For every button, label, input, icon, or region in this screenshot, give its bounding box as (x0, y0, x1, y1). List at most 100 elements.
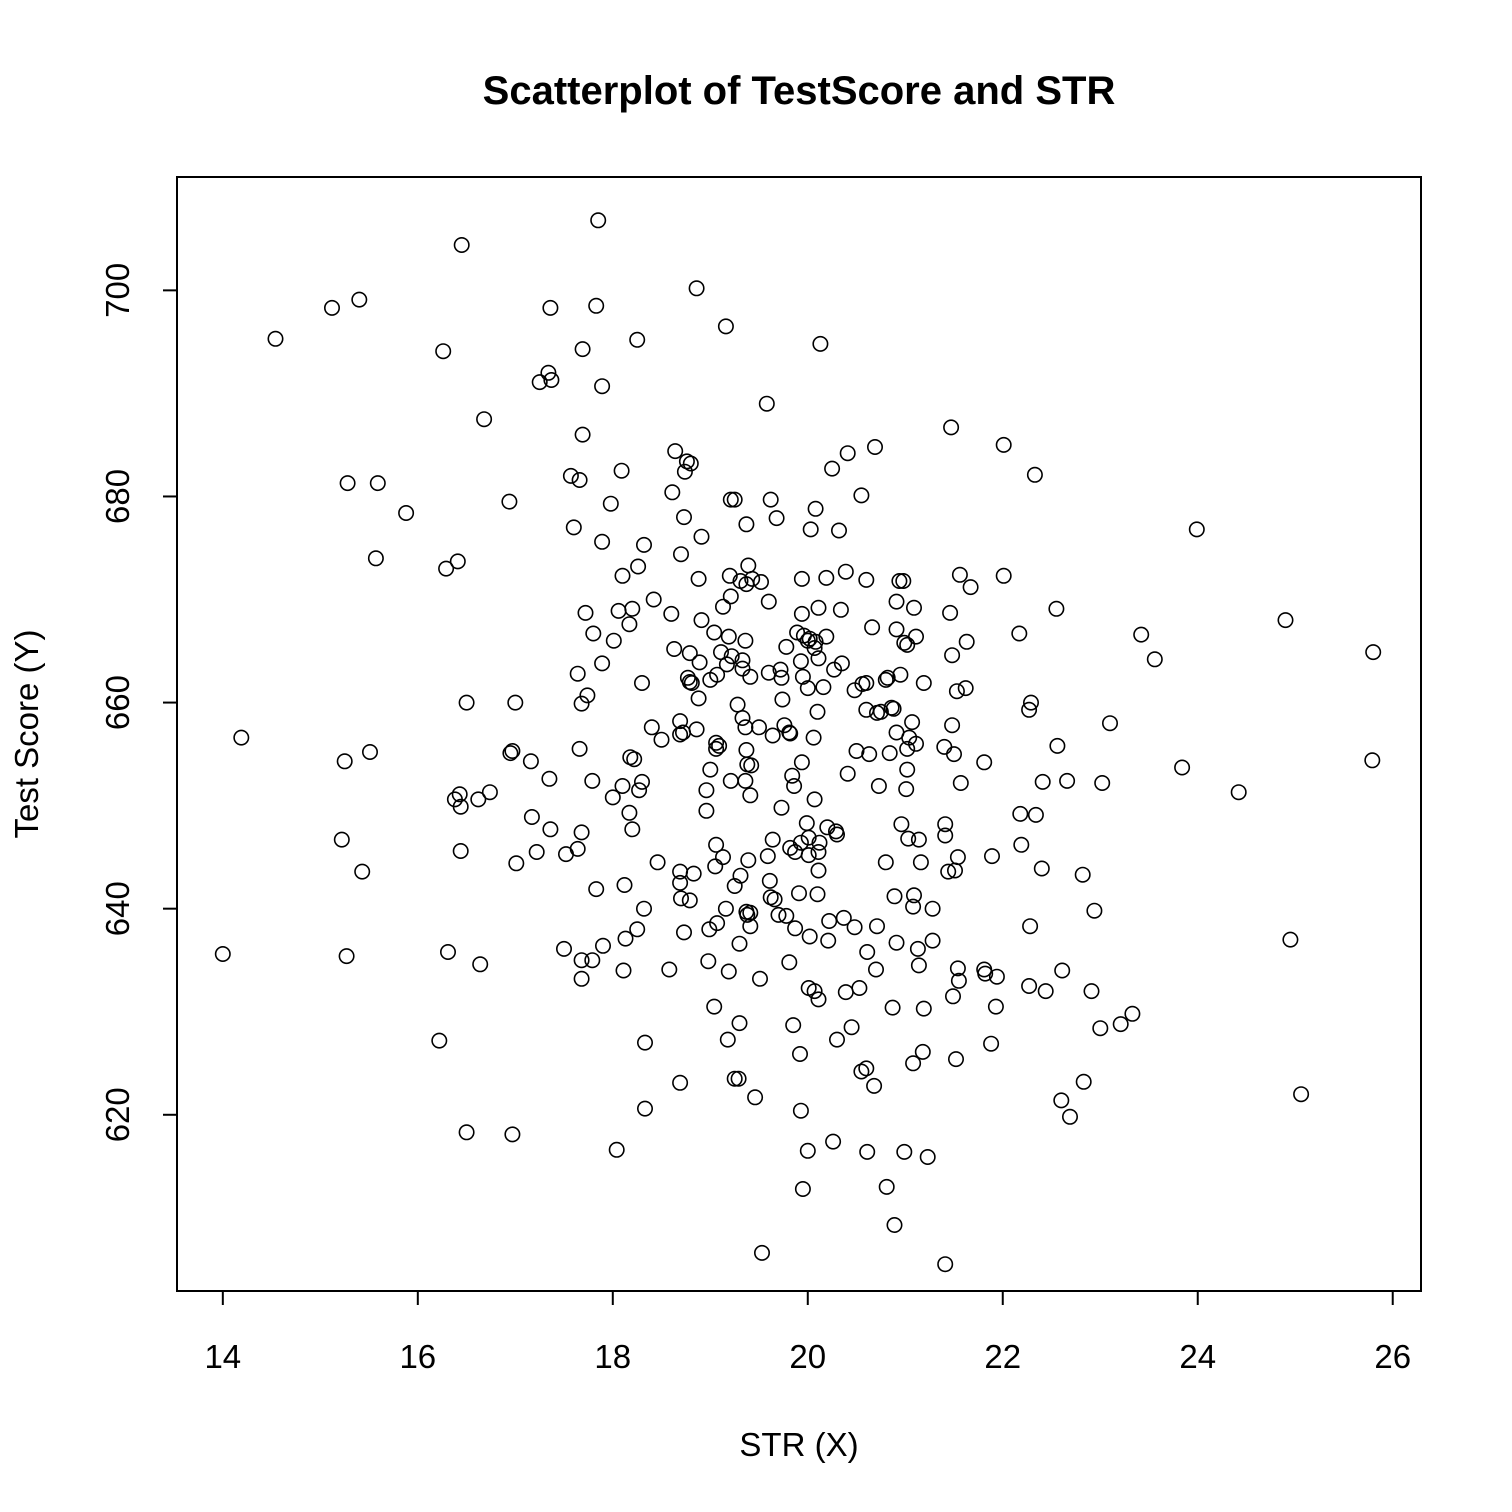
data-point (452, 842, 469, 859)
data-point (896, 634, 913, 651)
data-point (714, 849, 731, 866)
data-point (947, 1051, 964, 1068)
x-tick-label: 26 (1374, 1338, 1411, 1375)
data-point (878, 1178, 895, 1195)
data-point (899, 740, 916, 757)
data-point (909, 940, 926, 957)
data-point (1094, 774, 1111, 791)
data-point (1021, 977, 1038, 994)
data-point (950, 972, 967, 989)
data-point (1293, 1086, 1310, 1103)
data-point (758, 395, 775, 412)
data-point (848, 742, 865, 759)
data-point (584, 952, 601, 969)
data-point (915, 1000, 932, 1017)
data-point (726, 491, 743, 508)
x-tick-label: 22 (984, 1338, 1021, 1375)
chart-title: Scatterplot of TestScore and STR (483, 69, 1116, 113)
data-point (1053, 1092, 1070, 1109)
data-point (569, 665, 586, 682)
data-point (706, 624, 723, 641)
data-point (737, 719, 754, 736)
data-point (792, 834, 809, 851)
data-point (574, 341, 591, 358)
data-point (588, 881, 605, 898)
data-point (541, 770, 558, 787)
data-point (888, 934, 905, 951)
data-point (770, 906, 787, 923)
data-point (562, 467, 579, 484)
data-point (768, 510, 785, 527)
data-point (633, 674, 650, 691)
data-point (458, 1124, 475, 1141)
data-point (914, 1043, 931, 1060)
data-point (354, 863, 371, 880)
data-point (936, 738, 953, 755)
data-point (738, 516, 755, 533)
data-point (613, 462, 630, 479)
data-point (870, 777, 887, 794)
data-point (1059, 772, 1076, 789)
data-point (743, 757, 760, 774)
data-point (629, 331, 646, 348)
data-point (774, 691, 791, 708)
data-point (367, 550, 384, 567)
data-point (877, 671, 894, 688)
data-point (585, 625, 602, 642)
data-point (333, 831, 350, 848)
data-point (832, 601, 849, 618)
data-point (886, 888, 903, 905)
data-point (645, 591, 662, 608)
data-point (751, 970, 768, 987)
data-point (778, 907, 795, 924)
data-point (594, 533, 611, 550)
data-point (661, 961, 678, 978)
data-point (811, 834, 828, 851)
data-point (877, 854, 894, 871)
data-point (957, 680, 974, 697)
data-point (1033, 860, 1050, 877)
data-point (707, 858, 724, 875)
data-point (723, 648, 740, 665)
data-point (858, 674, 875, 691)
data-point (818, 628, 835, 645)
data-point (675, 924, 692, 941)
data-point (810, 599, 827, 616)
data-point (267, 330, 284, 347)
data-point (708, 740, 725, 757)
data-point (881, 745, 898, 762)
data-point (452, 798, 469, 815)
data-point (910, 831, 927, 848)
data-point (942, 604, 959, 621)
data-point (864, 619, 881, 636)
data-point (681, 645, 698, 662)
data-point (1049, 737, 1066, 754)
data-point (690, 570, 707, 587)
data-point (683, 674, 700, 691)
data-point (542, 299, 559, 316)
data-point (336, 753, 353, 770)
data-point (740, 852, 757, 869)
y-tick-label: 620 (99, 1087, 136, 1142)
data-point (698, 782, 715, 799)
data-point (944, 988, 961, 1005)
data-point (339, 475, 356, 492)
data-point (614, 777, 631, 794)
data-point (830, 522, 847, 539)
data-point (737, 772, 754, 789)
data-point (787, 920, 804, 937)
data-point (1230, 784, 1247, 801)
data-point (718, 656, 735, 673)
x-tick-label: 18 (594, 1338, 631, 1375)
data-point (799, 680, 816, 697)
data-point (678, 453, 695, 470)
data-point (851, 979, 868, 996)
data-point (762, 491, 779, 508)
data-point (753, 1244, 770, 1261)
data-point (793, 754, 810, 771)
data-point (898, 781, 915, 798)
data-point (810, 650, 827, 667)
data-point (1146, 651, 1163, 668)
data-point (1075, 1073, 1092, 1090)
